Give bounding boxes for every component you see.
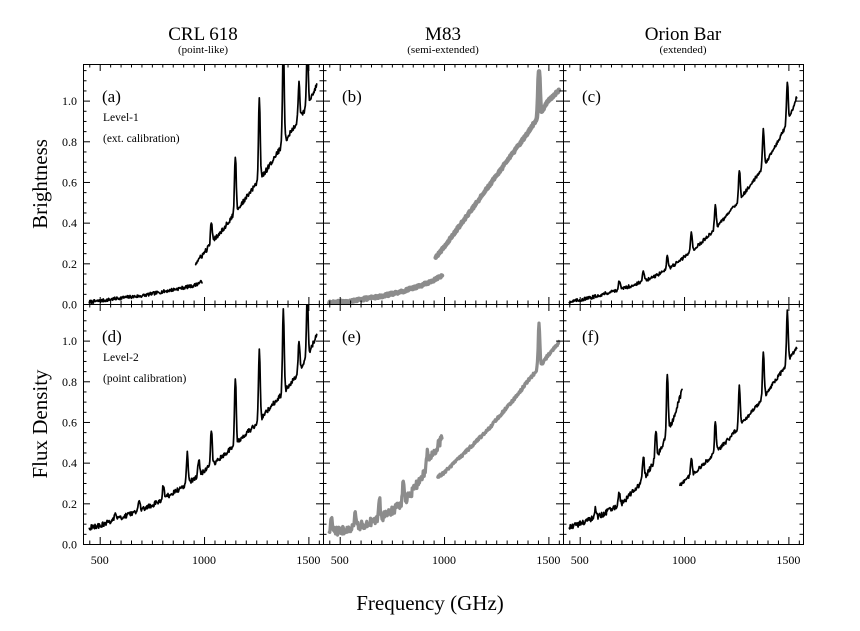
spectrum-f-segment-1 bbox=[568, 373, 683, 530]
panel-a: 0.0 0.2 0.4 0.6 0.8 1.0 (a) Level-1 (ext. calibr… bbox=[62, 64, 324, 312]
column-title-m83: M83 bbox=[425, 24, 461, 45]
y-tick-label: 0.0 bbox=[62, 538, 77, 552]
panel-note: (point calibration) bbox=[103, 373, 187, 385]
x-tick-label: 1500 bbox=[296, 553, 320, 567]
y-tick-label: 0.4 bbox=[62, 216, 77, 230]
panel-label: (c) bbox=[582, 87, 601, 106]
spectrum-e-segment-1 bbox=[327, 434, 444, 537]
panel-grid: 0.0 0.2 0.4 0.6 0.8 1.0 (a) Level-1 (ext. calibr… bbox=[62, 64, 804, 567]
column-title-orion-bar: Orion Bar bbox=[645, 24, 722, 45]
panel-note: Level-1 bbox=[103, 112, 139, 124]
x-tick-label: 1500 bbox=[776, 553, 800, 567]
panel-label: (f) bbox=[582, 327, 599, 346]
y-tick-label: 0.8 bbox=[62, 135, 77, 149]
x-tick-label: 500 bbox=[331, 553, 349, 567]
column-title-crl618: CRL 618 bbox=[168, 24, 238, 45]
spectrum-e-segment-2 bbox=[436, 321, 561, 479]
x-axis-label: Frequency (GHz) bbox=[356, 591, 504, 615]
x-tick-label: 1000 bbox=[192, 553, 216, 567]
panel-note: Level-2 bbox=[103, 352, 139, 364]
spectrum-a-segment-2 bbox=[194, 64, 318, 266]
y-tick-label: 0.2 bbox=[62, 257, 77, 271]
column-subtitle-orion-bar: (extended) bbox=[659, 44, 706, 56]
x-tick-label: 1500 bbox=[536, 553, 560, 567]
y-tick-label: 0.6 bbox=[62, 175, 77, 189]
spectrum-a-segment-1 bbox=[88, 279, 203, 304]
panel-e: 500 1000 1500 (e) bbox=[323, 304, 564, 567]
panel-note: (ext. calibration) bbox=[103, 133, 180, 145]
panel-b: (b) bbox=[323, 64, 564, 305]
spectrum-d-segment-1 bbox=[88, 304, 318, 531]
panel-f: 500 1000 1500 (f) bbox=[563, 304, 804, 567]
panel-label: (d) bbox=[102, 327, 122, 346]
x-tick-label: 500 bbox=[571, 553, 589, 567]
y-tick-label: 0.0 bbox=[62, 298, 77, 312]
y-tick-label: 0.2 bbox=[62, 497, 77, 511]
panel-label: (b) bbox=[342, 87, 362, 106]
y-tick-label: 0.4 bbox=[62, 456, 77, 470]
y-tick-label: 0.6 bbox=[62, 415, 77, 429]
x-tick-label: 500 bbox=[91, 553, 109, 567]
y-axis-label-brightness: Brightness bbox=[28, 139, 52, 229]
panel-frame bbox=[563, 304, 804, 545]
spectrum-b-segment-2 bbox=[433, 69, 562, 260]
panel-c: (c) bbox=[563, 64, 804, 305]
y-tick-label: 0.8 bbox=[62, 375, 77, 389]
y-tick-label: 1.0 bbox=[62, 334, 77, 348]
column-subtitle-crl618: (point-like) bbox=[178, 44, 228, 56]
panel-label: (a) bbox=[102, 87, 121, 106]
x-tick-label: 1000 bbox=[672, 553, 696, 567]
spectrum-b-segment-1 bbox=[327, 273, 445, 304]
panel-d: 0.0 0.2 0.4 0.6 0.8 1.0 500 1000 1500 (d) Level-2 (… bbox=[62, 304, 324, 567]
y-axis-label-flux-density: Flux Density bbox=[28, 369, 52, 479]
spectrum-c-segment-1 bbox=[568, 81, 798, 304]
y-tick-label: 1.0 bbox=[62, 94, 77, 108]
x-tick-label: 1000 bbox=[432, 553, 456, 567]
spectrum-f-segment-2 bbox=[679, 309, 798, 487]
column-subtitle-m83: (semi-extended) bbox=[407, 44, 479, 56]
panel-label: (e) bbox=[342, 327, 361, 346]
